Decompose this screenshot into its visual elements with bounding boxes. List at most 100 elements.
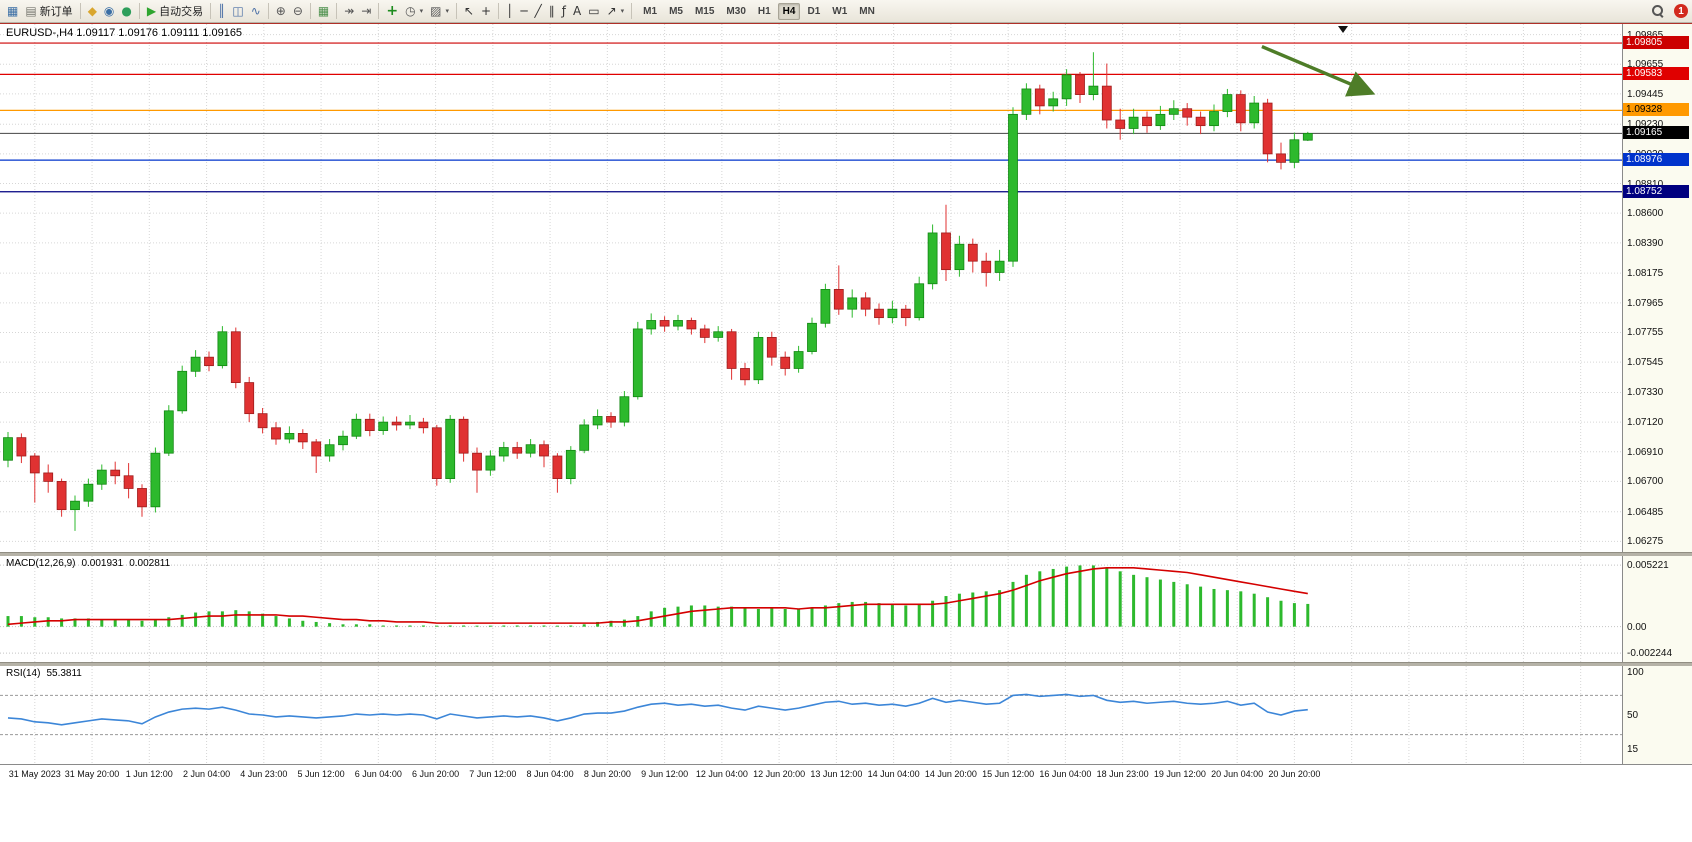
horizontal-line-icon-glyph: ─ bbox=[520, 4, 528, 18]
timeframe-button-m30[interactable]: M30 bbox=[726, 5, 746, 17]
charts-window-icon-glyph: ▦ bbox=[7, 4, 19, 18]
arrow-tools-icon[interactable]: ↗ ▾ bbox=[604, 2, 628, 20]
rsi-label: RSI(14) 55.3811 bbox=[6, 668, 82, 679]
price-tick-label: 1.08175 bbox=[1627, 268, 1664, 280]
rsi-name: RSI(14) bbox=[6, 668, 41, 679]
vertical-line-icon[interactable]: │ bbox=[503, 2, 516, 20]
timeframe-button-mn[interactable]: MN bbox=[859, 5, 875, 17]
price-chart-panel: EURUSD-,H4 1.09117 1.09176 1.09111 1.091… bbox=[0, 24, 1692, 552]
time-axis-label: 12 Jun 04:00 bbox=[695, 769, 748, 779]
toolbar-separator bbox=[498, 3, 500, 19]
chart-shift-marker[interactable] bbox=[1338, 26, 1349, 33]
signals-icon-glyph: ● bbox=[121, 4, 132, 18]
rsi-value: 55.3811 bbox=[46, 668, 82, 679]
text-label-icon-glyph: ▭ bbox=[588, 4, 600, 18]
zoom-out-icon[interactable]: ⊖ bbox=[290, 2, 306, 20]
search-icon-glyph bbox=[1652, 5, 1664, 17]
bar-chart-icon[interactable]: ║ bbox=[215, 2, 228, 20]
price-tick-label: 1.08600 bbox=[1627, 208, 1664, 220]
trendline-icon-glyph: ╱ bbox=[534, 4, 542, 18]
new-order-button-glyph: ▤ bbox=[25, 4, 37, 18]
auto-scroll-icon[interactable]: ↠ bbox=[341, 2, 357, 20]
toolbar-separator bbox=[79, 3, 81, 19]
candlestick-chart-icon[interactable]: ◫ bbox=[229, 2, 246, 20]
rsi-tick-label: 100 bbox=[1627, 667, 1644, 678]
search-icon[interactable] bbox=[1649, 2, 1667, 20]
time-axis-label: 16 Jun 04:00 bbox=[1039, 769, 1092, 779]
zoom-in-icon-glyph: ⊕ bbox=[275, 4, 286, 18]
indicators-icon[interactable]: + bbox=[383, 2, 401, 20]
tile-windows-icon[interactable]: ▦ bbox=[315, 2, 332, 20]
crosshair-icon[interactable]: + bbox=[478, 2, 494, 20]
text-label-icon[interactable]: ▭ bbox=[585, 2, 602, 20]
chart-shift-icon[interactable]: ⇥ bbox=[358, 2, 374, 20]
tile-windows-icon-glyph: ▦ bbox=[317, 4, 330, 18]
zoom-in-icon[interactable]: ⊕ bbox=[273, 2, 289, 20]
price-axis[interactable]: 1.098651.096551.094451.092301.090201.088… bbox=[1622, 24, 1692, 552]
rsi-axis: 100 50 15 bbox=[1622, 666, 1692, 764]
signals-icon[interactable]: ● bbox=[118, 2, 134, 20]
charts-window-icon[interactable]: ▦ bbox=[4, 2, 21, 20]
autotrading-button-glyph: ▶ bbox=[146, 4, 157, 18]
autotrading-button[interactable]: ▶ 自动交易 bbox=[144, 2, 206, 20]
metaeditor-icon[interactable]: ◆ bbox=[85, 2, 100, 20]
macd-tick-label: -0.002244 bbox=[1627, 648, 1673, 660]
text-icon[interactable]: A bbox=[570, 2, 584, 20]
toolbar-separator bbox=[378, 3, 380, 19]
zoom-out-icon-glyph: ⊖ bbox=[292, 4, 303, 18]
time-axis[interactable]: 31 May 2023 31 May 20:00 1 Jun 12:00 2 Jun … bbox=[0, 764, 1692, 785]
timeframe-button-d1[interactable]: D1 bbox=[807, 5, 821, 17]
timeframe-button-h4[interactable]: H4 bbox=[777, 2, 801, 20]
time-axis-label: 5 Jun 12:00 bbox=[297, 769, 345, 779]
channel-icon[interactable]: ∥ bbox=[546, 2, 558, 20]
candlestick-chart-icon-glyph: ◫ bbox=[232, 4, 244, 18]
trend-arrow-annotation[interactable] bbox=[1261, 45, 1376, 97]
fibonacci-icon-glyph: ƒ bbox=[561, 4, 567, 18]
cursor-icon[interactable]: ↖ bbox=[461, 2, 477, 20]
rsi-tick-label: 15 bbox=[1627, 744, 1639, 756]
new-order-button[interactable]: ▤ 新订单 bbox=[22, 2, 75, 20]
price-tick-label: 1.08810 bbox=[1627, 179, 1663, 190]
auto-scroll-icon-glyph: ↠ bbox=[344, 4, 355, 18]
macd-canvas[interactable] bbox=[0, 556, 1622, 662]
price-tick-label: 1.09655 bbox=[1627, 59, 1664, 71]
timeframe-button-w1[interactable]: W1 bbox=[832, 5, 848, 17]
time-axis-label: 9 Jun 12:00 bbox=[641, 769, 689, 779]
fibonacci-icon[interactable]: ƒ bbox=[559, 2, 569, 20]
timeframe-button-h1[interactable]: H1 bbox=[757, 5, 771, 17]
indicators-icon-glyph: + bbox=[386, 3, 399, 19]
price-level-label: 1.08976 bbox=[1623, 153, 1689, 167]
macd-panel: MACD(12,26,9) 0.001931 0.002811 0.005221… bbox=[0, 556, 1692, 662]
price-chart-canvas[interactable] bbox=[0, 24, 1622, 552]
price-tick-label: 1.07545 bbox=[1627, 357, 1664, 369]
timeframe-button-m5[interactable]: M5 bbox=[669, 5, 683, 17]
time-axis-label: 6 Jun 20:00 bbox=[412, 769, 460, 779]
price-tick-label: 1.06275 bbox=[1627, 536, 1664, 548]
market-icon-glyph: ◉ bbox=[103, 4, 115, 18]
price-tick-label: 1.07330 bbox=[1627, 387, 1664, 399]
bar-chart-icon-glyph: ║ bbox=[218, 4, 226, 18]
macd-value: 0.001931 bbox=[81, 558, 124, 569]
timeframe-button-m1[interactable]: M1 bbox=[643, 5, 658, 17]
panel-splitter[interactable] bbox=[0, 552, 1692, 556]
current-price-label: 1.09165 bbox=[1623, 126, 1689, 140]
timeframe-button-m15[interactable]: M15 bbox=[694, 5, 715, 17]
trendline-icon[interactable]: ╱ bbox=[532, 2, 545, 20]
rsi-panel: RSI(14) 55.3811 100 50 15 bbox=[0, 666, 1692, 764]
time-axis-label: 4 Jun 23:00 bbox=[240, 769, 288, 779]
time-axis-label: 31 May 20:00 bbox=[64, 769, 120, 779]
panel-splitter[interactable] bbox=[0, 662, 1692, 666]
horizontal-line-icon[interactable]: ─ bbox=[517, 2, 530, 20]
macd-label: MACD(12,26,9) 0.001931 0.002811 bbox=[6, 558, 170, 569]
toolbar-separator bbox=[267, 3, 269, 19]
price-tick-label: 1.06700 bbox=[1627, 476, 1664, 488]
templates-icon-glyph: ▨ bbox=[430, 4, 442, 18]
templates-icon[interactable]: ▨ ▾ bbox=[427, 2, 452, 20]
line-chart-icon-glyph: ∿ bbox=[250, 4, 261, 18]
periods-icon[interactable]: ◷ ▾ bbox=[402, 2, 426, 20]
market-icon[interactable]: ◉ bbox=[101, 2, 117, 20]
time-axis-label: 14 Jun 20:00 bbox=[924, 769, 977, 779]
notification-badge[interactable]: 1 bbox=[1674, 4, 1688, 18]
rsi-canvas[interactable] bbox=[0, 666, 1622, 764]
line-chart-icon[interactable]: ∿ bbox=[248, 2, 264, 20]
